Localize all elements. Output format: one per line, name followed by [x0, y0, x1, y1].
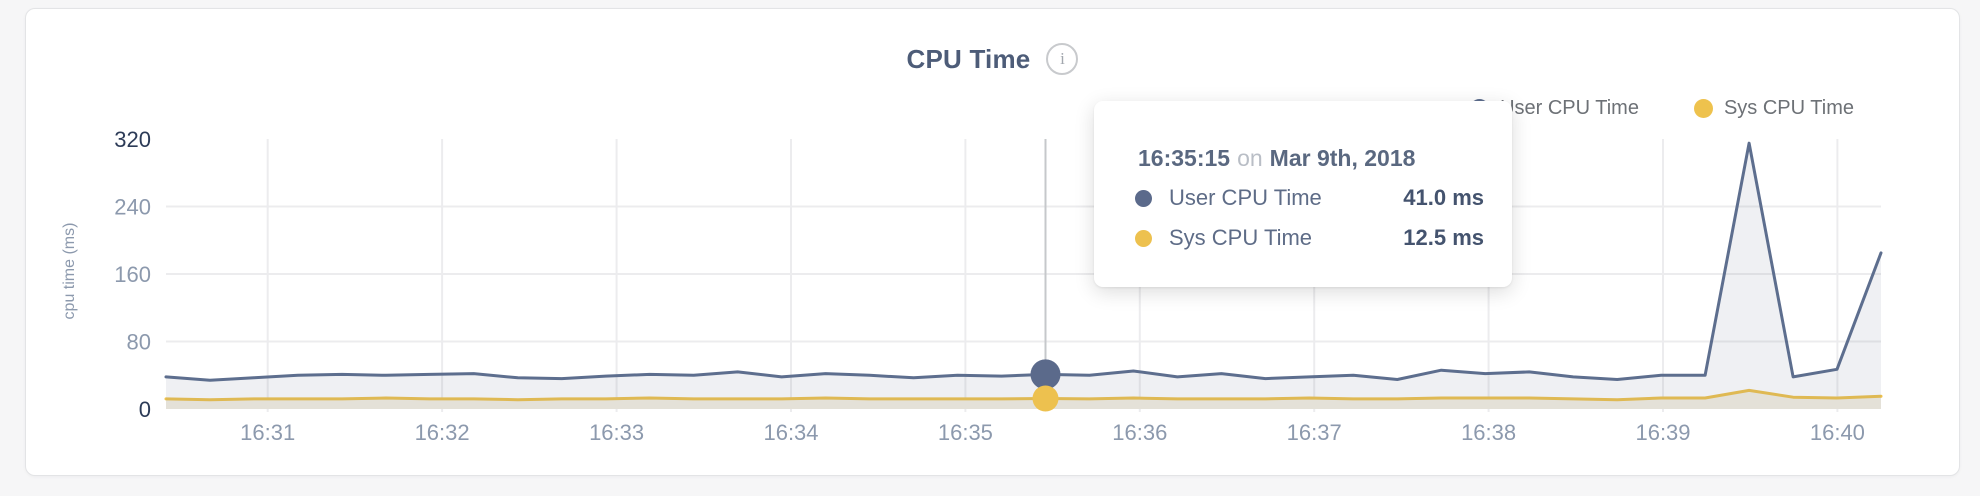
- chart-legend: User CPU Time Sys CPU Time: [1470, 97, 1854, 119]
- tooltip-row-user: User CPU Time 41.0 ms: [1135, 181, 1484, 215]
- x-tick-label: 16:33: [589, 420, 644, 445]
- info-icon-glyph: i: [1060, 49, 1065, 68]
- y-axis-title: cpu time (ms): [61, 223, 78, 320]
- y-tick-label: 80: [127, 330, 151, 355]
- x-tick-label: 16:39: [1635, 420, 1690, 445]
- y-tick-label: 320: [114, 127, 151, 152]
- legend-label-user: User CPU Time: [1500, 96, 1639, 119]
- x-tick-label: 16:35: [938, 420, 993, 445]
- info-icon[interactable]: i: [1046, 43, 1079, 75]
- tooltip-dot-sys-icon: [1135, 229, 1152, 247]
- chart-tooltip: 16:35:15 on Mar 9th, 2018 User CPU Time 41…: [1094, 101, 1512, 287]
- x-tick-label: 16:34: [763, 420, 818, 445]
- x-tick-label: 16:37: [1287, 420, 1342, 445]
- crosshair-dot-sys: [1032, 385, 1059, 412]
- x-tick-label: 16:32: [415, 420, 470, 445]
- tooltip-label-sys: Sys CPU Time: [1169, 225, 1313, 250]
- legend-item-sys-cpu-time[interactable]: Sys CPU Time: [1693, 96, 1854, 120]
- x-tick-label: 16:40: [1810, 420, 1865, 445]
- tooltip-time: 16:35:15: [1138, 145, 1231, 171]
- legend-label-sys: Sys CPU Time: [1723, 96, 1854, 119]
- tooltip-conjunction: on: [1237, 145, 1263, 171]
- x-tick-label: 16:31: [240, 420, 295, 445]
- legend-dot-sys-icon: [1693, 98, 1713, 118]
- y-tick-label: 0: [139, 397, 151, 422]
- x-tick-label: 16:38: [1461, 420, 1516, 445]
- user-series-line: [164, 141, 1883, 382]
- tooltip-label-user: User CPU Time: [1169, 185, 1322, 210]
- tooltip-dot-user-icon: [1135, 189, 1152, 207]
- y-tick-label: 160: [114, 262, 151, 287]
- user-series-area: [166, 143, 1881, 409]
- crosshair-dot-user: [1030, 359, 1061, 390]
- tooltip-date: Mar 9th, 2018: [1269, 145, 1416, 171]
- tooltip-value-sys: 12.5 ms: [1403, 225, 1484, 250]
- tooltip-value-user: 41.0 ms: [1403, 185, 1484, 210]
- y-tick-label: 240: [114, 195, 151, 220]
- sys-series-line: [164, 388, 1883, 402]
- cpu-time-chart[interactable]: 0 80 160 240 320 16:31 16:32 16:33 16:34 16:35 16:…: [26, 9, 1959, 475]
- x-tick-label: 16:36: [1112, 420, 1167, 445]
- tooltip-timestamp: 16:35:15 on Mar 9th, 2018: [1138, 142, 1415, 174]
- tooltip-row-sys: Sys CPU Time 12.5 ms: [1135, 221, 1484, 255]
